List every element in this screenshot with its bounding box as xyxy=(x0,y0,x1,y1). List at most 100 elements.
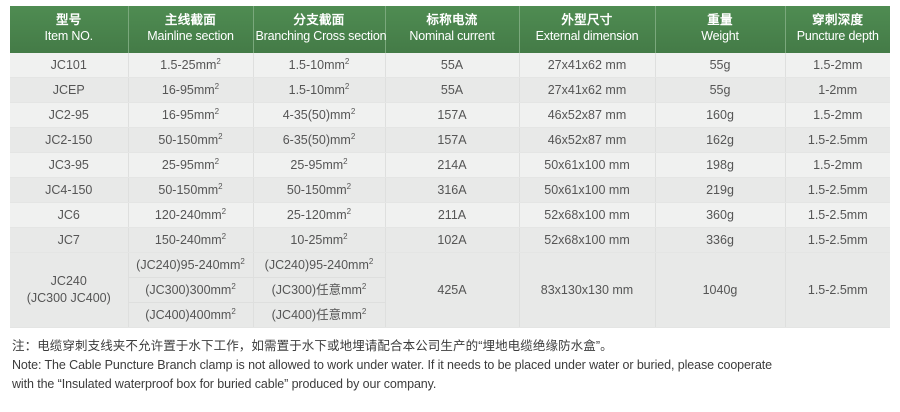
cell-weight: 360g xyxy=(655,202,786,228)
cell-mainline: 16-95mm2 xyxy=(128,77,254,103)
cell-weight: 55g xyxy=(655,53,786,78)
cell-mainline: 16-95mm2 xyxy=(128,102,254,128)
cell-depth: 1-2mm xyxy=(785,77,890,103)
note-english-line1: Note: The Cable Puncture Branch clamp is… xyxy=(12,358,773,372)
cell-current: 55A xyxy=(385,53,520,78)
cell-model: JC6 xyxy=(10,202,129,228)
cell-weight: 336g xyxy=(655,227,786,253)
column-header-en: Weight xyxy=(701,29,739,43)
mainline-line-jc240: (JC240)95-240mm2 xyxy=(128,253,253,278)
branch-line-jc300: (JC300)任意mm2 xyxy=(253,278,385,303)
mainline-line-jc400: (JC400)400mm2 xyxy=(145,306,236,322)
cell-current: 211A xyxy=(385,202,520,228)
cell-mainline: 50-150mm2 xyxy=(128,127,254,153)
note-english-line2: with the “Insulated waterproof box for b… xyxy=(12,377,437,391)
column-header-item-no: 型号 Item NO. xyxy=(10,6,129,53)
cell-depth: 1.5-2.5mm xyxy=(785,202,890,228)
column-header-cn: 重量 xyxy=(707,13,733,28)
cell-weight: 162g xyxy=(655,127,786,153)
cell-depth: 1.5-2.5mm xyxy=(785,127,890,153)
cell-weight: 219g xyxy=(655,177,786,203)
column-header-branching-cross-section: 分支截面 Branching Cross section xyxy=(253,6,387,53)
column-header-en: Branching Cross section xyxy=(255,29,387,43)
cell-current: 316A xyxy=(385,177,520,203)
table-body: JC101 1.5-25mm2 1.5-10mm2 55A 27x41x62 m… xyxy=(10,53,890,328)
cell-branch: 25-95mm2 xyxy=(253,152,386,178)
cell-model: JC101 xyxy=(10,53,129,78)
table-row: JC6 120-240mm2 25-120mm2 211A 52x68x100 … xyxy=(10,202,890,228)
model-primary: JC240 xyxy=(50,274,87,288)
column-header-en: Mainline section xyxy=(147,29,234,43)
column-header-cn: 分支截面 xyxy=(293,13,345,28)
cell-current: 214A xyxy=(385,152,520,178)
column-header-cn: 标称电流 xyxy=(426,13,478,28)
branch-line-jc400: (JC400)任意mm2 xyxy=(271,306,367,322)
cell-dimension: 46x52x87 mm xyxy=(519,102,656,128)
cell-current: 425A xyxy=(385,252,520,328)
cell-dimension: 83x130x130 mm xyxy=(519,252,656,328)
specification-table: 型号 Item NO. 主线截面 Mainline section 分支截面 B… xyxy=(10,6,890,328)
cell-branch: 10-25mm2 xyxy=(253,227,386,253)
cell-dimension: 46x52x87 mm xyxy=(519,127,656,153)
cell-branch-merged: (JC240)95-240mm2 (JC300)任意mm2 (JC400)任意m… xyxy=(253,252,386,328)
cell-mainline: 50-150mm2 xyxy=(128,177,254,203)
cell-dimension: 27x41x62 mm xyxy=(519,77,656,103)
column-header-cn: 穿刺深度 xyxy=(812,13,864,28)
branch-stack: (JC240)95-240mm2 (JC300)任意mm2 (JC400)任意m… xyxy=(253,253,385,327)
cell-depth: 1.5-2mm xyxy=(785,152,890,178)
cell-current: 102A xyxy=(385,227,520,253)
table-row: JCEP 16-95mm2 1.5-10mm2 55A 27x41x62 mm … xyxy=(10,77,890,103)
cell-depth: 1.5-2.5mm xyxy=(785,227,890,253)
cell-current: 157A xyxy=(385,102,520,128)
column-header-en: External dimension xyxy=(535,29,639,43)
cell-model-merged: JC240 (JC300 JC400) xyxy=(10,252,129,328)
cell-model: JC2-95 xyxy=(10,102,129,128)
footer-notes: 注：电缆穿刺支线夹不允许置于水下工作，如需置于水下或地埋请配合本公司生产的“埋地… xyxy=(10,337,890,394)
table-row: JC2-150 50-150mm2 6-35(50)mm2 157A 46x52… xyxy=(10,127,890,153)
cell-current: 55A xyxy=(385,77,520,103)
table-header: 型号 Item NO. 主线截面 Mainline section 分支截面 B… xyxy=(10,6,890,53)
cell-model: JC2-150 xyxy=(10,127,129,153)
cell-dimension: 52x68x100 mm xyxy=(519,202,656,228)
cell-dimension: 52x68x100 mm xyxy=(519,227,656,253)
cell-dimension: 50x61x100 mm xyxy=(519,152,656,178)
column-header-puncture-depth: 穿刺深度 Puncture depth xyxy=(785,6,890,53)
column-header-mainline-section: 主线截面 Mainline section xyxy=(128,6,254,53)
cell-branch: 25-120mm2 xyxy=(253,202,386,228)
column-header-en: Item NO. xyxy=(44,29,94,43)
cell-model: JC7 xyxy=(10,227,129,253)
cell-dimension: 50x61x100 mm xyxy=(519,177,656,203)
note-chinese: 注：电缆穿刺支线夹不允许置于水下工作，如需置于水下或地埋请配合本公司生产的“埋地… xyxy=(12,339,613,353)
cell-weight: 55g xyxy=(655,77,786,103)
table-row: JC2-95 16-95mm2 4-35(50)mm2 157A 46x52x8… xyxy=(10,102,890,128)
cell-depth: 1.5-2.5mm xyxy=(785,177,890,203)
cell-depth: 1.5-2mm xyxy=(785,53,890,78)
branch-line-jc240: (JC240)95-240mm2 xyxy=(253,253,385,278)
cell-depth: 1.5-2.5mm xyxy=(785,252,890,328)
model-variants: (JC300 JC400) xyxy=(26,291,111,305)
column-header-weight: 重量 Weight xyxy=(655,6,786,53)
cell-model: JC3-95 xyxy=(10,152,129,178)
mainline-stack: (JC240)95-240mm2 (JC300)300mm2 (JC400)40… xyxy=(128,253,253,327)
cell-branch: 1.5-10mm2 xyxy=(253,77,386,103)
column-header-en: Nominal current xyxy=(409,29,495,43)
header-row: 型号 Item NO. 主线截面 Mainline section 分支截面 B… xyxy=(10,6,890,53)
cell-weight: 1040g xyxy=(655,252,786,328)
cell-mainline: 1.5-25mm2 xyxy=(128,53,254,78)
cell-weight: 198g xyxy=(655,152,786,178)
table-row: JC4-150 50-150mm2 50-150mm2 316A 50x61x1… xyxy=(10,177,890,203)
cell-mainline: 150-240mm2 xyxy=(128,227,254,253)
cell-current: 157A xyxy=(385,127,520,153)
cell-branch: 50-150mm2 xyxy=(253,177,386,203)
column-header-nominal-current: 标称电流 Nominal current xyxy=(385,6,520,53)
table-row: JC7 150-240mm2 10-25mm2 102A 52x68x100 m… xyxy=(10,227,890,253)
cell-dimension: 27x41x62 mm xyxy=(519,53,656,78)
cell-mainline: 120-240mm2 xyxy=(128,202,254,228)
cell-model: JC4-150 xyxy=(10,177,129,203)
column-header-external-dimension: 外型尺寸 External dimension xyxy=(519,6,656,53)
cell-mainline: 25-95mm2 xyxy=(128,152,254,178)
mainline-line-jc300: (JC300)300mm2 xyxy=(128,278,253,303)
column-header-en: Puncture depth xyxy=(796,29,879,43)
cell-branch: 6-35(50)mm2 xyxy=(253,127,386,153)
table-row-merged-jc240: JC240 (JC300 JC400) (JC240)95-240mm2 (JC… xyxy=(10,252,890,328)
